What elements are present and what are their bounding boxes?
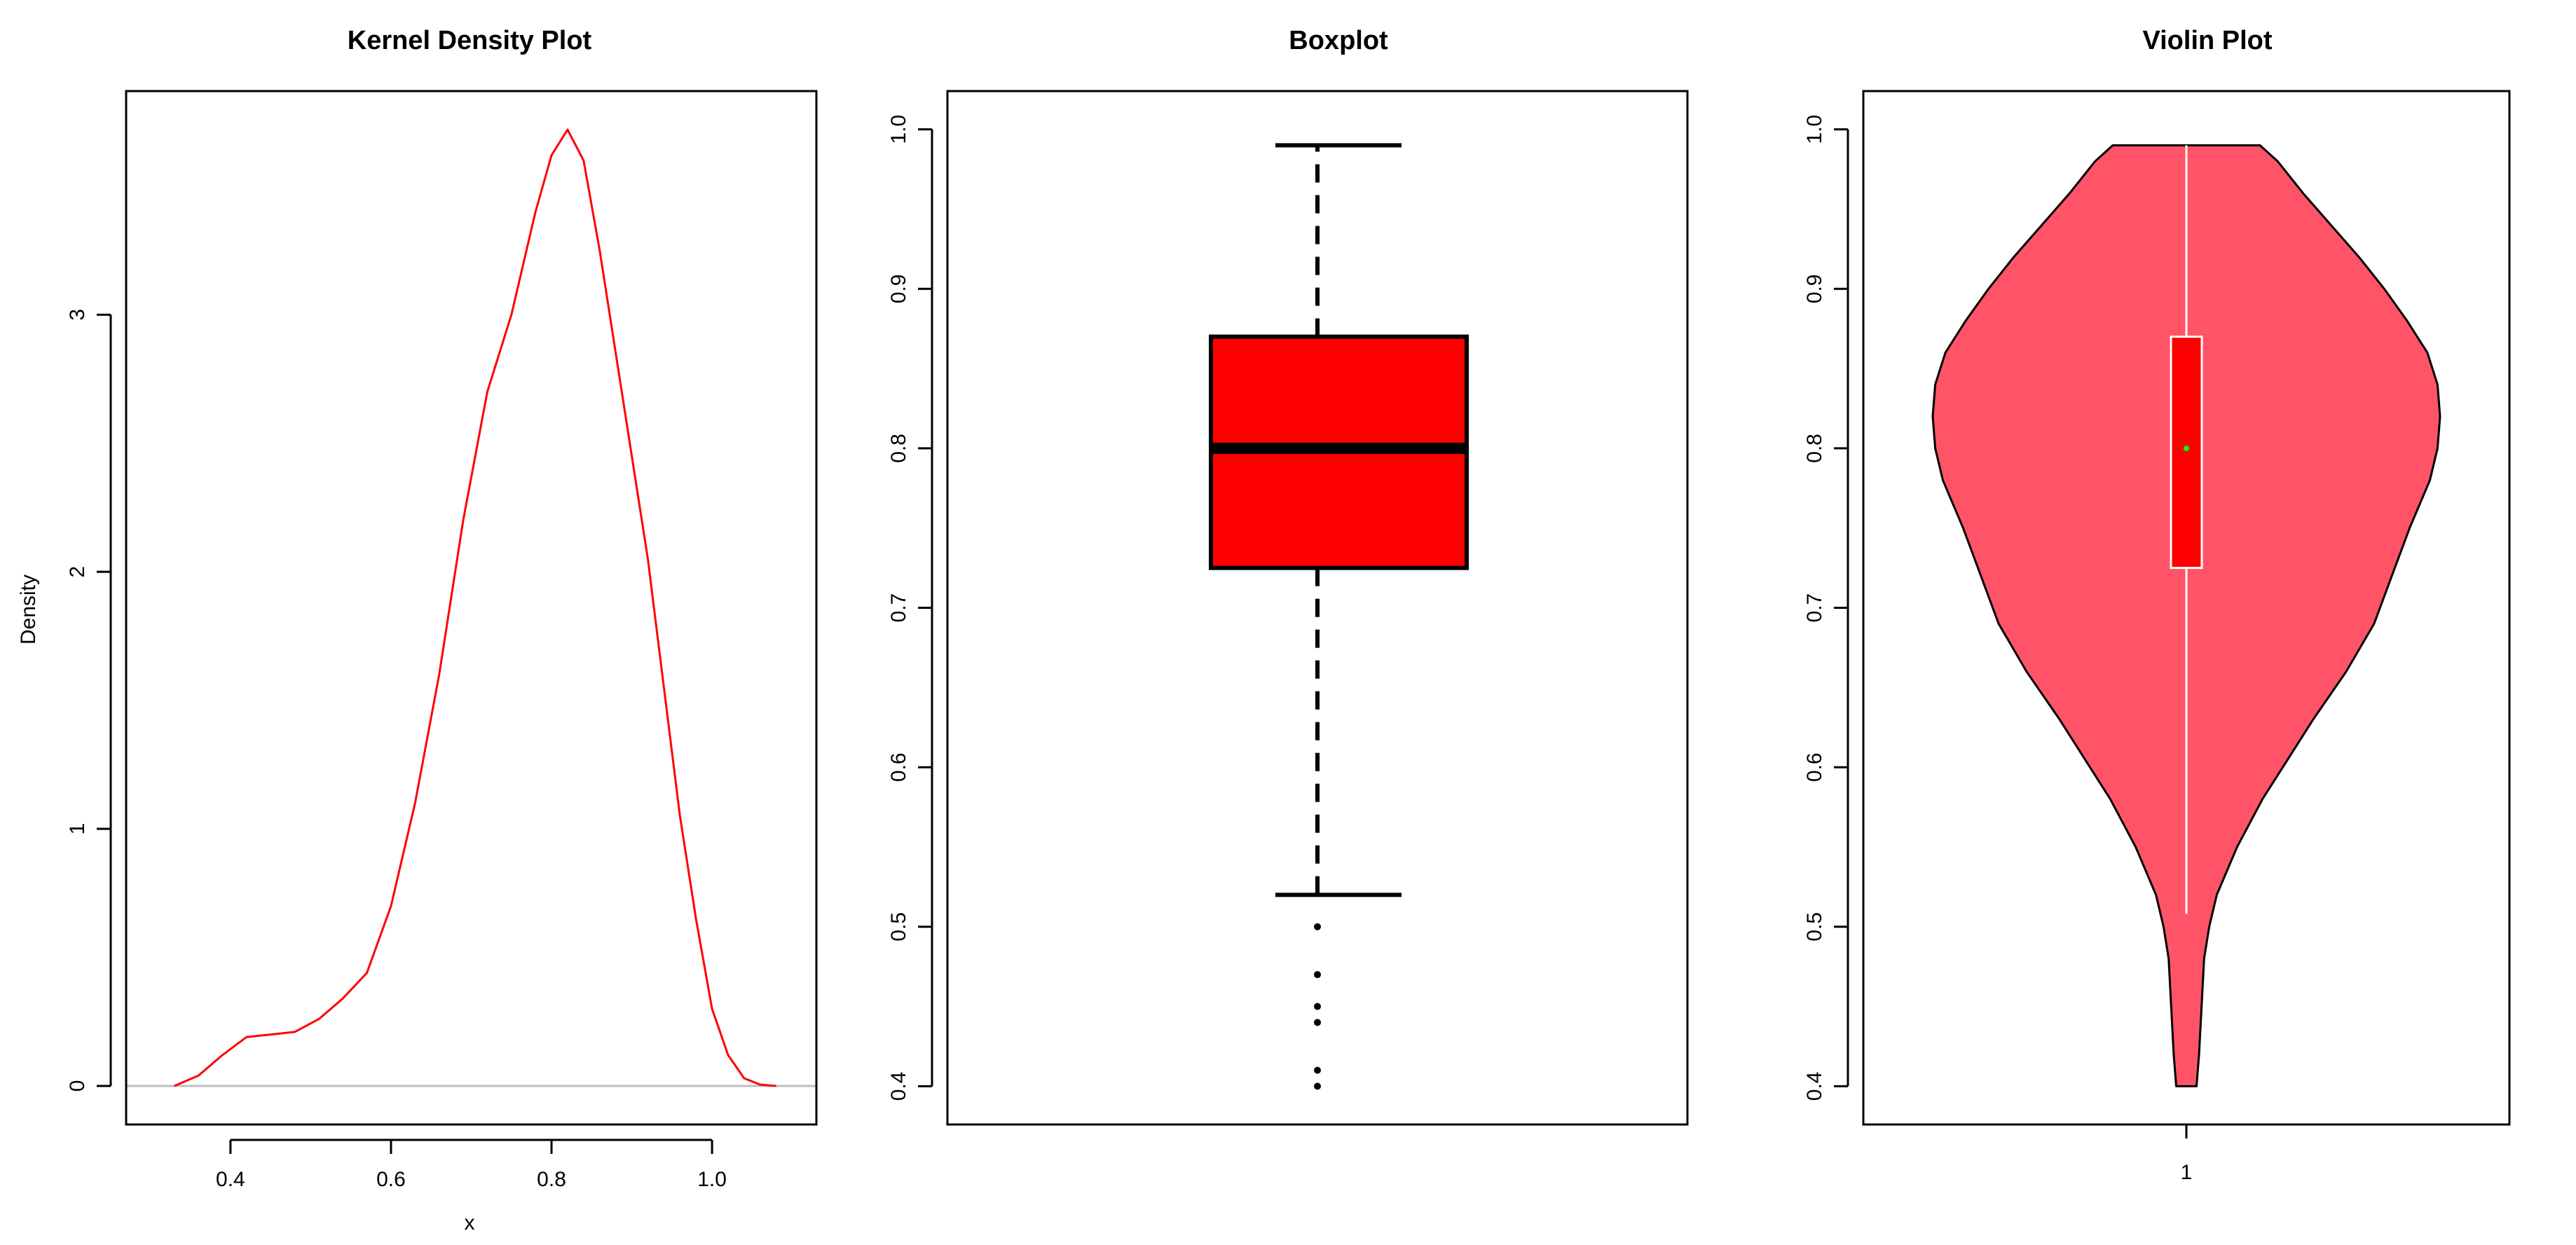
- boxplot-axes: 0.4 0.5 0.6 0.7 0.8 0.9 1.0: [887, 90, 1689, 1126]
- y-tick-label: 0.5: [1803, 912, 1826, 942]
- violin-inner-box: [2170, 336, 2203, 570]
- y-tick-label: 0.4: [887, 1072, 910, 1101]
- violin-panel: Violin Plot 0.4 0.5 0.6 0.7 0.8 0.9 1.0 1: [1803, 26, 2511, 1184]
- x-tick-label: 0.8: [537, 1168, 566, 1191]
- kernel-density-axes: 0.4 0.6 0.8 1.0 0 1 2 3: [66, 90, 818, 1191]
- y-tick-label: 0.9: [887, 274, 910, 303]
- y-tick-label: 0.4: [1803, 1072, 1826, 1101]
- violin-median-point: [2184, 445, 2189, 451]
- kernel-density-y-axis-label: Density: [17, 575, 40, 645]
- outlier-point: [1314, 923, 1321, 930]
- boxplot-frame: [946, 90, 1689, 1126]
- boxplot-title: Boxplot: [1289, 26, 1388, 55]
- y-tick-label: 0.8: [1803, 434, 1826, 463]
- violin-marks: [1931, 144, 2441, 1087]
- y-tick-label: 0.7: [887, 593, 910, 623]
- y-tick-label: 1: [66, 823, 89, 835]
- x-tick-label: 0.4: [216, 1168, 245, 1191]
- y-tick-label: 0.5: [887, 912, 910, 942]
- kernel-density-plot-frame: [125, 90, 818, 1126]
- y-tick-label: 0.9: [1803, 274, 1826, 303]
- y-tick-label: 0.7: [1803, 593, 1826, 623]
- kernel-density-x-axis-label: x: [465, 1211, 475, 1234]
- kernel-density-panel: Kernel Density Plot x Density 0.4 0.6 0.8 1…: [17, 26, 818, 1234]
- outlier-point: [1314, 1082, 1321, 1090]
- y-tick-label: 1.0: [1803, 115, 1826, 144]
- x-tick-label: 0.6: [376, 1168, 406, 1191]
- y-tick-label: 2: [66, 566, 89, 578]
- y-tick-label: 0.8: [887, 434, 910, 463]
- x-tick-label: 1: [2181, 1161, 2193, 1184]
- outlier-point: [1314, 1066, 1321, 1074]
- y-tick-label: 0: [66, 1080, 89, 1092]
- x-tick-label: 1.0: [697, 1168, 727, 1191]
- y-tick-label: 3: [66, 309, 89, 321]
- outlier-point: [1314, 971, 1321, 979]
- y-tick-label: 0.6: [1803, 752, 1826, 782]
- y-tick-label: 1.0: [887, 115, 910, 144]
- outlier-point: [1314, 1003, 1321, 1010]
- violin-title: Violin Plot: [2142, 26, 2272, 55]
- boxplot-panel: Boxplot 0.4 0.5 0.6 0.7 0.8 0.9 1.0: [887, 26, 1689, 1126]
- violin-axes: 0.4 0.5 0.6 0.7 0.8 0.9 1.0 1: [1803, 90, 2511, 1184]
- kernel-density-title: Kernel Density Plot: [348, 26, 592, 55]
- outlier-point: [1314, 1019, 1321, 1026]
- kernel-density-marks: [126, 128, 816, 1087]
- y-tick-label: 0.6: [887, 752, 910, 782]
- density-curve-line: [174, 128, 776, 1087]
- boxplot-marks: [1209, 143, 1469, 1090]
